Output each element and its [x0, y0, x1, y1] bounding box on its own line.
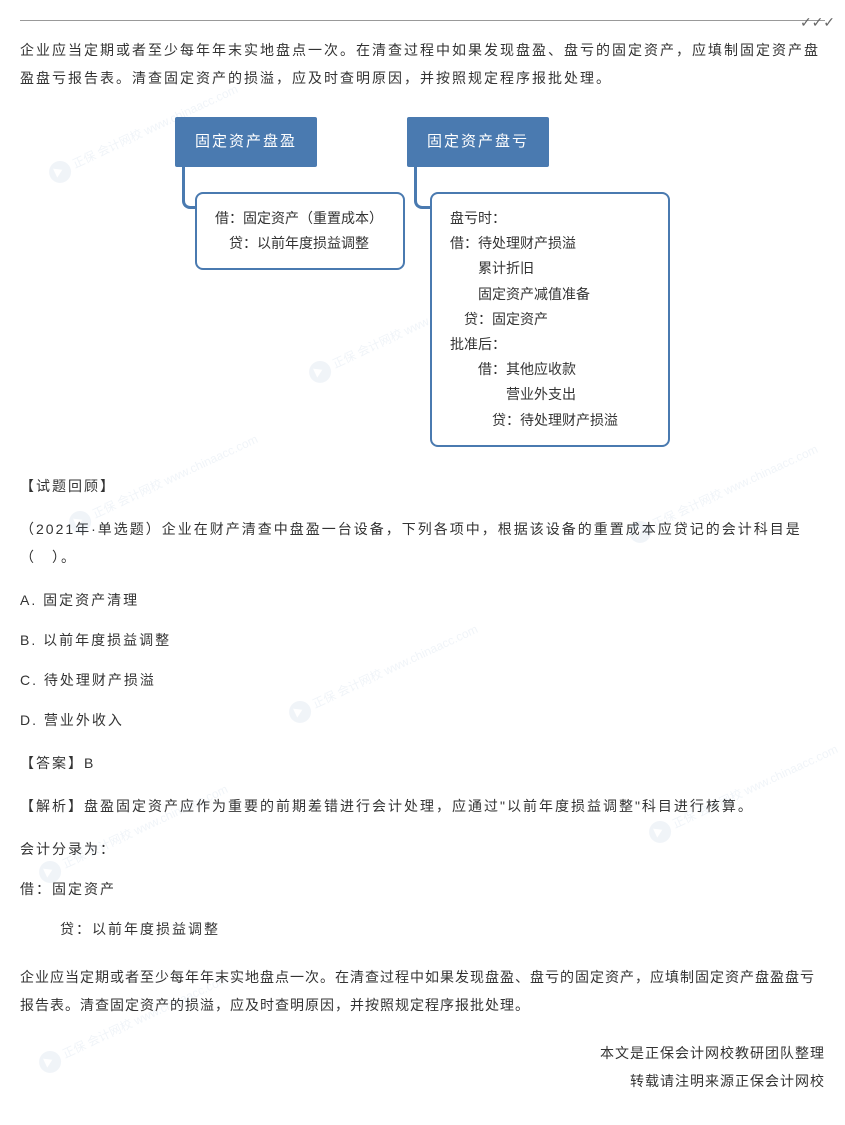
- left-line1: 借：固定资产（重置成本）: [215, 206, 385, 231]
- right-line9: 贷：待处理财产损溢: [450, 408, 650, 433]
- entry-debit: 借：固定资产: [20, 875, 825, 903]
- right-line3: 累计折旧: [450, 256, 650, 281]
- footer-line2: 转载请注明来源正保会计网校: [20, 1067, 825, 1095]
- right-line8: 营业外支出: [450, 382, 650, 407]
- option-c: C. 待处理财产损溢: [20, 666, 825, 694]
- intro-paragraph: 企业应当定期或者至少每年年末实地盘点一次。在清查过程中如果发现盘盈、盘亏的固定资…: [20, 36, 825, 92]
- right-line5: 贷：固定资产: [450, 307, 650, 332]
- option-d: D. 营业外收入: [20, 706, 825, 734]
- diagram-content-right: 盘亏时： 借：待处理财产损溢 累计折旧 固定资产减值准备 贷：固定资产 批准后：…: [430, 192, 670, 447]
- top-divider: [20, 20, 825, 21]
- explanation-text: 【解析】盘盈固定资产应作为重要的前期差错进行会计处理，应通过"以前年度损益调整"…: [20, 792, 825, 820]
- option-a: A. 固定资产清理: [20, 586, 825, 614]
- right-line6: 批准后：: [450, 332, 650, 357]
- right-line2: 借：待处理财产损溢: [450, 231, 650, 256]
- right-line4: 固定资产减值准备: [450, 282, 650, 307]
- entry-title: 会计分录为：: [20, 835, 825, 863]
- footer-line1: 本文是正保会计网校教研团队整理: [20, 1039, 825, 1067]
- option-b: B. 以前年度损益调整: [20, 626, 825, 654]
- footer: 本文是正保会计网校教研团队整理 转载请注明来源正保会计网校: [20, 1039, 825, 1095]
- diagram-content-left: 借：固定资产（重置成本） 贷：以前年度损益调整: [195, 192, 405, 270]
- left-line2: 贷：以前年度损益调整: [215, 231, 385, 256]
- summary-text: 企业应当定期或者至少每年年末实地盘点一次。在清查过程中如果发现盘盈、盘亏的固定资…: [20, 963, 825, 1019]
- review-title: 【试题回顾】: [20, 472, 825, 500]
- right-line7: 借：其他应收款: [450, 357, 650, 382]
- answer-text: 【答案】B: [20, 749, 825, 777]
- bird-decoration: ✓ ✓ ✓: [800, 8, 833, 36]
- diagram-container: 固定资产盘盈 固定资产盘亏 借：固定资产（重置成本） 贷：以前年度损益调整 盘亏…: [20, 117, 825, 447]
- right-line1: 盘亏时：: [450, 206, 650, 231]
- entry-credit: 贷：以前年度损益调整: [60, 915, 825, 943]
- question-text: （2021年·单选题）企业在财产清查中盘盈一台设备，下列各项中，根据该设备的重置…: [20, 515, 825, 571]
